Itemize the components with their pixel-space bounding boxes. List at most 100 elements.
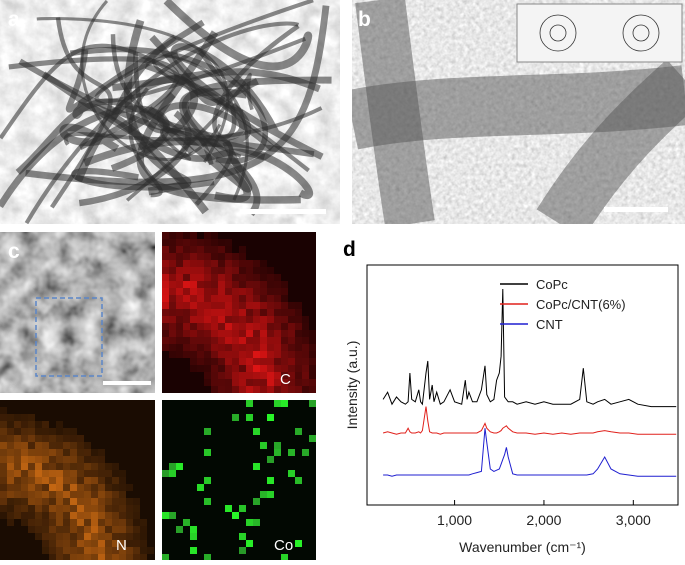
map-pixel (162, 288, 169, 295)
map-pixel (197, 281, 204, 288)
map-pixel (63, 519, 70, 526)
map-pixel (14, 421, 21, 428)
map-pixel (162, 470, 169, 477)
map-pixel (239, 547, 246, 554)
map-pixel (56, 505, 63, 512)
map-pixel (7, 442, 14, 449)
map-pixel (246, 302, 253, 309)
map-pixel (49, 491, 56, 498)
map-pixel (218, 372, 225, 379)
map-pixel (246, 281, 253, 288)
map-pixel (288, 358, 295, 365)
map-pixel (218, 302, 225, 309)
map-pixel (274, 323, 281, 330)
x-tick-label: 3,000 (616, 512, 651, 528)
map-pixel (63, 533, 70, 540)
map-pixel (190, 323, 197, 330)
map-pixel (176, 302, 183, 309)
map-pixel (183, 309, 190, 316)
map-pixel (288, 316, 295, 323)
map-pixel (49, 463, 56, 470)
map-pixel (239, 323, 246, 330)
map-pixel (190, 267, 197, 274)
map-pixel (267, 386, 274, 393)
map-pixel (246, 358, 253, 365)
map-pixel (190, 295, 197, 302)
map-pixel (42, 435, 49, 442)
map-pixel (28, 456, 35, 463)
map-pixel (239, 246, 246, 253)
map-pixel (239, 302, 246, 309)
map-pixel (197, 302, 204, 309)
map-pixel (211, 351, 218, 358)
map-pixel (119, 554, 126, 561)
map-pixel (204, 309, 211, 316)
map-pixel (119, 540, 126, 547)
map-pixel (84, 463, 91, 470)
map-pixel (84, 484, 91, 491)
map-pixel (63, 456, 70, 463)
map-pixel (218, 309, 225, 316)
map-pixel (0, 484, 7, 491)
map-pixel (260, 491, 267, 498)
map-pixel (225, 239, 232, 246)
map-pixel (98, 547, 105, 554)
map-pixel (133, 526, 140, 533)
map-pixel (281, 309, 288, 316)
map-pixel (169, 281, 176, 288)
map-pixel (21, 456, 28, 463)
map-pixel (21, 449, 28, 456)
map-pixel (218, 246, 225, 253)
scale-bar (604, 207, 668, 212)
map-pixel (288, 470, 295, 477)
map-label: Co (274, 537, 293, 554)
map-pixel (42, 456, 49, 463)
map-pixel (49, 533, 56, 540)
map-pixel (295, 316, 302, 323)
map-pixel (239, 379, 246, 386)
map-pixel (77, 463, 84, 470)
map-pixel (63, 428, 70, 435)
map-pixel (162, 295, 169, 302)
map-pixel (14, 477, 21, 484)
map-pixel (7, 519, 14, 526)
map-pixel (140, 554, 147, 561)
map-pixel (239, 288, 246, 295)
map-pixel (126, 519, 133, 526)
map-pixel (274, 288, 281, 295)
map-pixel (295, 330, 302, 337)
map-pixel (14, 449, 21, 456)
map-pixel (84, 505, 91, 512)
map-pixel (211, 281, 218, 288)
map-pixel (204, 344, 211, 351)
map-pixel (197, 344, 204, 351)
map-pixel (49, 435, 56, 442)
map-pixel (267, 295, 274, 302)
map-pixel (7, 484, 14, 491)
map-pixel (190, 547, 197, 554)
map-pixel (288, 372, 295, 379)
map-pixel (218, 358, 225, 365)
map-pixel (91, 526, 98, 533)
map-pixel (112, 512, 119, 519)
map-pixel (274, 337, 281, 344)
panel-a-image (0, 0, 340, 224)
nanotube (65, 19, 205, 113)
map-pixel (42, 540, 49, 547)
map-pixel (42, 519, 49, 526)
map-pixel (28, 449, 35, 456)
map-pixel (49, 428, 56, 435)
map-pixel (140, 533, 147, 540)
map-pixel (56, 491, 63, 498)
map-pixel (42, 512, 49, 519)
map-pixel (260, 330, 267, 337)
map-pixel (288, 337, 295, 344)
map-pixel (288, 330, 295, 337)
map-pixel (7, 414, 14, 421)
map-pixel (169, 351, 176, 358)
map-pixel (0, 470, 7, 477)
map-pixel (91, 512, 98, 519)
map-pixel (0, 428, 7, 435)
map-pixel (21, 484, 28, 491)
map-pixel (112, 533, 119, 540)
